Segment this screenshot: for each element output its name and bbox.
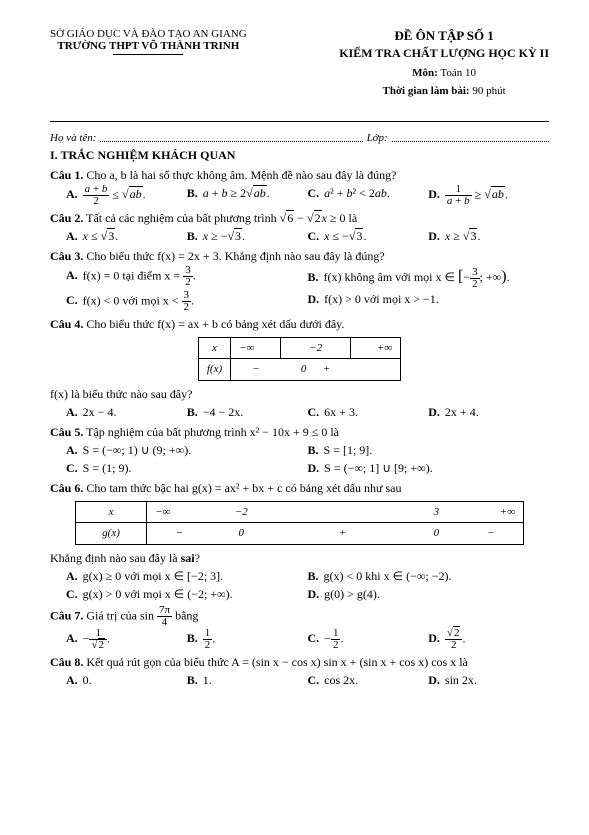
q8-d: D. sin 2x. — [428, 671, 549, 689]
question-1: Câu 1. Cho a, b là hai số thực không âm.… — [50, 166, 549, 207]
name-label: Họ và tên: — [50, 132, 96, 144]
q6-d: D. g(0) > g(4). — [308, 585, 550, 603]
section-1-title: I. TRẮC NGHIỆM KHÁCH QUAN — [50, 148, 549, 163]
q6-b: B. g(x) < 0 khi x ∈ (−∞; −2). — [308, 567, 550, 585]
q2-c: C. x ≤ −3. — [308, 227, 429, 245]
q2-choices: A. x ≤ 3. B. x ≥ −3. C. x ≤ −3. D. x ≥ 3… — [66, 227, 549, 245]
q7-c: C. −12. — [308, 628, 429, 651]
underline-icon — [113, 54, 183, 55]
q7-d: D. 22. — [428, 628, 549, 651]
q3-c: C. f(x) < 0 với mọi x < 32. — [66, 290, 308, 313]
q4-d: D. 2x + 4. — [428, 403, 549, 421]
q6-c: C. g(x) > 0 với mọi x ∈ (−2; +∞). — [66, 585, 308, 603]
q4-sign-table: x −∞ −2 +∞ f(x) − 0 + — [198, 337, 401, 381]
q7-b: B. 12. — [187, 628, 308, 651]
q8-a: A. 0. — [66, 671, 187, 689]
q4-choices: A. 2x − 4. B. −4 − 2x. C. 6x + 3. D. 2x … — [66, 403, 549, 421]
dept-line: SỞ GIÁO DỤC VÀ ĐÀO TẠO AN GIANG — [50, 28, 247, 40]
q3-choices: A. f(x) = 0 tại điểm x = 32. B. f(x) khô… — [66, 265, 549, 313]
q4-a: A. 2x − 4. — [66, 403, 187, 421]
time-line: Thời gian làm bài: 90 phút — [339, 85, 549, 97]
q6-choices: A. g(x) ≥ 0 với mọi x ∈ [−2; 3]. B. g(x)… — [66, 567, 549, 603]
q1-b: B. a + b ≥ 2ab. — [187, 184, 308, 207]
q3-a: A. f(x) = 0 tại điểm x = 32. — [66, 265, 308, 290]
q3-b: B. f(x) không âm với mọi x ∈ [−32; +∞). — [308, 265, 550, 290]
question-6: Câu 6. Cho tam thức bậc hai g(x) = ax² +… — [50, 479, 549, 603]
q1-a: A. a + b2 ≤ ab. — [66, 184, 187, 207]
question-3: Câu 3. Cho biểu thức f(x) = 2x + 3. Khẳn… — [50, 247, 549, 313]
title-line2: KIỂM TRA CHẤT LƯỢNG HỌC KỲ II — [339, 46, 549, 61]
q7-a: A. −12. — [66, 628, 187, 651]
school-line: TRƯỜNG THPT VÕ THÀNH TRINH — [50, 40, 247, 52]
q1-c: C. a² + b² < 2ab. — [308, 184, 429, 207]
q6-a: A. g(x) ≥ 0 với mọi x ∈ [−2; 3]. — [66, 567, 308, 585]
class-field[interactable] — [392, 132, 549, 142]
q5-c: C. S = (1; 9). — [66, 459, 308, 477]
q4-b: B. −4 − 2x. — [187, 403, 308, 421]
question-2: Câu 2. Tất cả các nghiệm của bất phương … — [50, 209, 549, 245]
q5-d: D. S = (−∞; 1] ∪ [9; +∞). — [308, 459, 550, 477]
q5-b: B. S = [1; 9]. — [308, 441, 550, 459]
q6-sign-table: x −∞ −2 3 +∞ g(x) − 0 + 0 − — [75, 501, 524, 545]
question-8: Câu 8. Kết quả rút gọn của biểu thức A =… — [50, 653, 549, 689]
q8-b: B. 1. — [187, 671, 308, 689]
header-left: SỞ GIÁO DỤC VÀ ĐÀO TẠO AN GIANG TRƯỜNG T… — [50, 28, 247, 97]
q2-a: A. x ≤ 3. — [66, 227, 187, 245]
q8-choices: A. 0. B. 1. C. cos 2x. D. sin 2x. — [66, 671, 549, 689]
q8-c: C. cos 2x. — [308, 671, 429, 689]
q1-choices: A. a + b2 ≤ ab. B. a + b ≥ 2ab. C. a² + … — [66, 184, 549, 207]
fill-line: Họ và tên: Lớp: — [50, 132, 549, 144]
q3-d: D. f(x) > 0 với mọi x > −1. — [308, 290, 550, 313]
q5-a: A. S = (−∞; 1) ∪ (9; +∞). — [66, 441, 308, 459]
divider-icon — [50, 121, 549, 122]
subject-line: Môn: Toán 10 — [339, 67, 549, 79]
header-right: ĐỀ ÔN TẬP SỐ 1 KIỂM TRA CHẤT LƯỢNG HỌC K… — [339, 28, 549, 97]
exam-page: SỞ GIÁO DỤC VÀ ĐÀO TẠO AN GIANG TRƯỜNG T… — [0, 0, 589, 711]
question-5: Câu 5. Tập nghiệm của bất phương trình x… — [50, 423, 549, 477]
q7-choices: A. −12. B. 12. C. −12. D. 22. — [66, 628, 549, 651]
question-7: Câu 7. Giá trị của sin 7π4 bằng A. −12. … — [50, 605, 549, 651]
question-4: Câu 4. Cho biểu thức f(x) = ax + b có bả… — [50, 315, 549, 421]
header: SỞ GIÁO DỤC VÀ ĐÀO TẠO AN GIANG TRƯỜNG T… — [50, 28, 549, 97]
class-label: Lớp: — [367, 132, 388, 144]
name-field[interactable] — [100, 132, 362, 142]
title-line1: ĐỀ ÔN TẬP SỐ 1 — [339, 28, 549, 44]
q5-choices: A. S = (−∞; 1) ∪ (9; +∞). B. S = [1; 9].… — [66, 441, 549, 477]
q1-d: D. 1a + b ≥ ab. — [428, 184, 549, 207]
q2-b: B. x ≥ −3. — [187, 227, 308, 245]
q4-c: C. 6x + 3. — [308, 403, 429, 421]
q2-d: D. x ≥ 3. — [428, 227, 549, 245]
